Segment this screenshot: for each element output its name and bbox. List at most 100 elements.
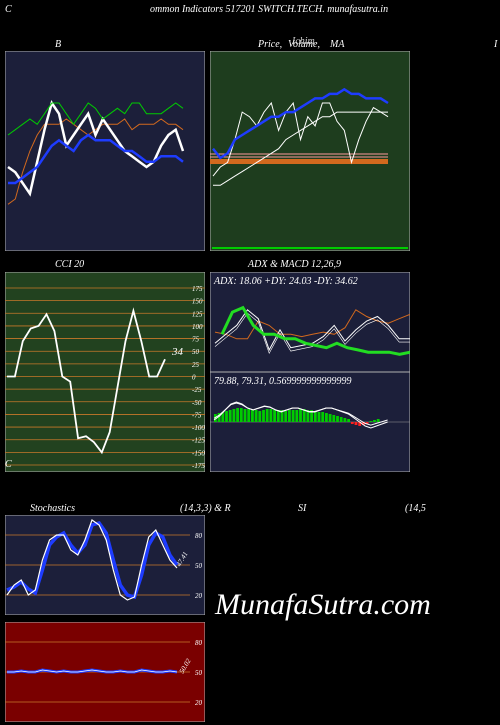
macd-histogram-bar (376, 419, 380, 422)
macd-histogram-bar (254, 410, 258, 422)
macd-histogram-bar (251, 410, 254, 422)
macd-histogram-bar (339, 417, 343, 422)
macd-histogram-bar (350, 422, 354, 424)
macd-histogram-bar (369, 421, 373, 422)
macd-histogram-bar (221, 412, 225, 422)
macd-histogram-bar (291, 410, 295, 422)
macd-histogram-bar (273, 410, 276, 422)
macd-histogram-bar (247, 409, 251, 422)
price-title-b: Volume, (288, 39, 320, 50)
rsi-tick-label: 80 (195, 639, 203, 647)
macd-histogram-bar (317, 412, 321, 422)
stoch-tick-label: 20 (195, 592, 203, 600)
cci-tick-label: 50 (192, 348, 200, 356)
macd-histogram-bar (365, 422, 369, 424)
rsi-line-overlay (7, 669, 178, 673)
macd-histogram-bar (302, 409, 306, 422)
rsi-tick-label: 20 (195, 699, 203, 707)
cci-tick-label: -125 (192, 437, 205, 445)
stoch-d-line (6, 520, 179, 600)
cci-tick-label: 0 (192, 374, 196, 382)
price-title-overlap: Ichim (292, 36, 315, 47)
stoch-title-left: Stochastics (30, 503, 75, 514)
macd-histogram-bar (295, 410, 299, 422)
cci-tick-label: 100 (192, 323, 203, 331)
adx-title: ADX & MACD 12,26,9 (248, 259, 342, 270)
rsi-title-left: SI (298, 503, 307, 514)
cci-last-value: 34 (172, 346, 183, 358)
cci-title: CCI 20 (55, 259, 85, 270)
macd-histogram-bar (269, 409, 273, 422)
macd-histogram-bar (276, 410, 280, 422)
macd-histogram-bar (225, 411, 228, 422)
price-ma-short-line (212, 87, 389, 160)
macd-histogram-bar (262, 410, 265, 422)
macd-histogram-bar (373, 420, 376, 422)
cci-tick-label: -100 (192, 424, 205, 432)
macd-histogram-bar (313, 411, 317, 422)
stoch-tick-label: 50 (195, 562, 203, 570)
macd-histogram-bar (336, 416, 339, 422)
right-edge-label: I (494, 39, 498, 50)
macd-signal-line (213, 402, 388, 426)
corner-label-c-bottom: C (5, 459, 12, 470)
cci-tick-label: 75 (192, 336, 200, 344)
macd-histogram-bar (258, 411, 262, 422)
cci-tick-label: -50 (192, 399, 202, 407)
bb-upper-band-line (7, 102, 184, 136)
macd-histogram-bar (280, 410, 284, 422)
macd-histogram-bar (288, 410, 291, 422)
macd-readout: 79.88, 79.31, 0.569999999999999 (214, 376, 352, 387)
stoch-tick-label: 80 (195, 532, 203, 540)
macd-histogram-bar (236, 408, 239, 422)
price-title-c: MA (330, 39, 345, 50)
cci-tick-label: -150 (192, 449, 205, 457)
cci-line (7, 307, 166, 455)
macd-histogram-bar (347, 419, 350, 422)
macd-histogram-bar (354, 422, 358, 425)
macd-histogram-bar (232, 409, 236, 422)
macd-histogram-bar (299, 409, 302, 422)
macd-histogram-bar (284, 411, 288, 422)
macd-histogram-bar (358, 422, 362, 426)
macd-histogram-bar (228, 410, 232, 422)
macd-histogram-bar (217, 413, 221, 422)
rsi-tick-label: 50 (195, 669, 203, 677)
cci-tick-label: -175 (192, 462, 205, 470)
bb-lower-band-line (7, 118, 184, 205)
macd-histogram-bar (265, 409, 269, 422)
rsi-title-right: (14,5 (405, 503, 426, 514)
stoch-k-line (6, 519, 178, 601)
macd-histogram-bar (321, 412, 325, 422)
adx-line (220, 305, 410, 356)
watermark-text: MunafaSutra.com (215, 588, 431, 621)
bb-title: B (55, 39, 62, 50)
cci-tick-label: 125 (192, 310, 203, 318)
macd-histogram-bar (328, 414, 332, 422)
macd-histogram-bar (343, 418, 347, 422)
macd-histogram-bar (332, 415, 336, 422)
bb-panel (5, 51, 205, 251)
macd-histogram-bar (239, 408, 243, 422)
price-panel (210, 51, 410, 251)
adx-panel (210, 272, 410, 372)
cci-tick-label: 150 (192, 298, 203, 306)
cci-tick-label: -25 (192, 386, 202, 394)
cci-tick-label: 175 (192, 285, 203, 293)
macd-histogram-bar (306, 410, 310, 422)
price-title-a: Price, (258, 39, 283, 50)
macd-histogram-bar (243, 409, 247, 422)
cci-tick-label: 25 (192, 361, 200, 369)
cci-tick-label: -75 (192, 411, 202, 419)
cci-panel: 175 150 125 100 75 50 25 0 -25 -50 -75 -100 -125 -150… (5, 272, 205, 472)
corner-label-c: C (5, 4, 12, 15)
page-title: ommon Indicators 517201 SWITCH.TECH. mun… (150, 4, 389, 15)
price-volume-band (210, 159, 388, 164)
adx-readout: ADX: 18.06 +DY: 24.03 -DY: 34.62 (214, 276, 358, 287)
stoch-title-right: (14,3,3) & R (180, 503, 231, 514)
adx-minus-dy-line (214, 309, 410, 340)
price-close-line (212, 101, 389, 177)
bb-middle-band-line (8, 133, 184, 185)
macd-histogram-bar (310, 410, 313, 422)
